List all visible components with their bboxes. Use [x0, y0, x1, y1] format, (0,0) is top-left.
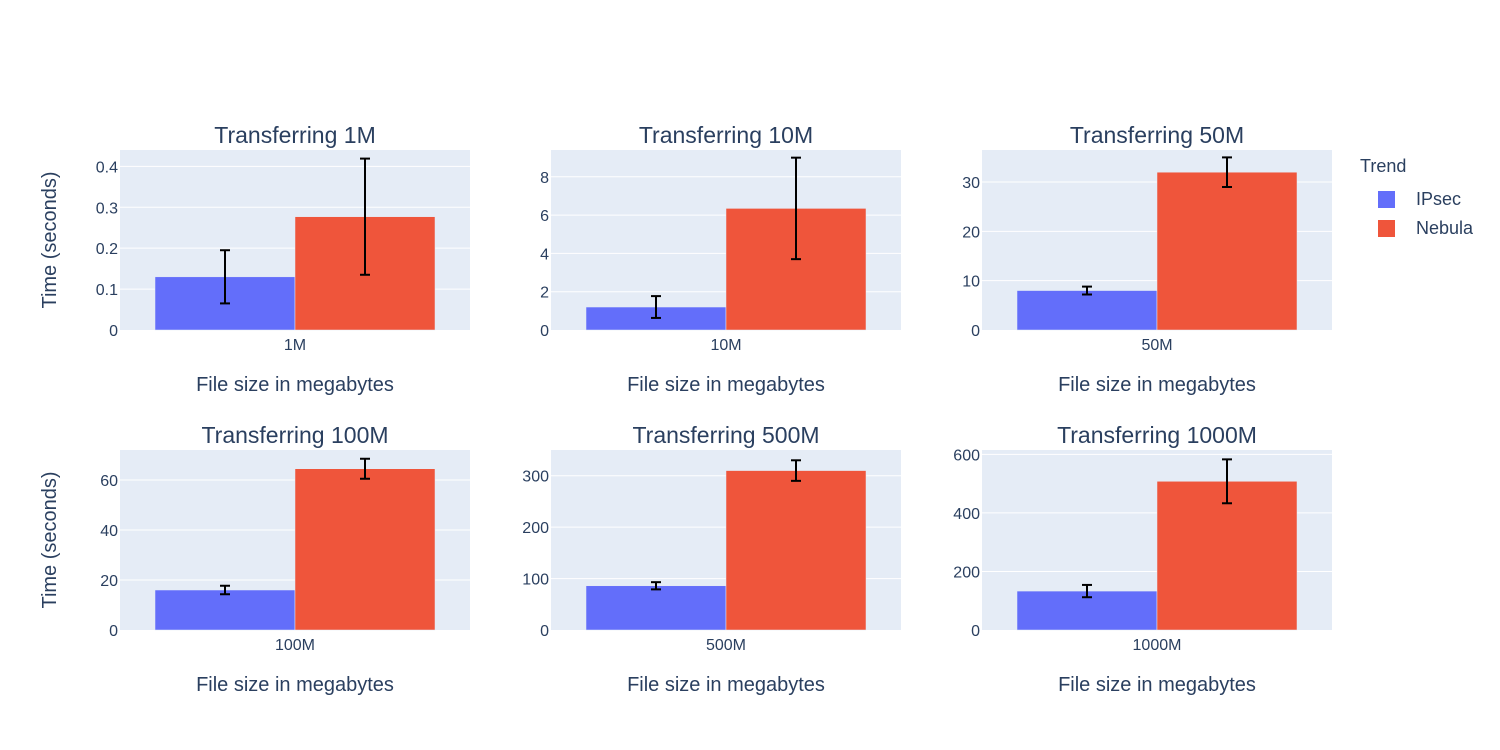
- y-tick-label: 30: [962, 175, 980, 192]
- subplot-title: Transferring 50M: [1070, 122, 1244, 148]
- subplot-1: 0 0.1 0.2 0.3 0.4 1M Transferring 1M File size …: [39, 122, 470, 396]
- y-tick-label: 100: [522, 572, 549, 589]
- y-tick-label: 600: [953, 447, 980, 464]
- x-tick-label: 100M: [275, 637, 315, 654]
- y-tick-label: 2: [540, 285, 549, 302]
- x-axis-label: File size in megabytes: [627, 374, 825, 396]
- subplot-4: 0 20 40 60 100M Transferring 100M File size in…: [39, 422, 470, 696]
- x-tick-label: 500M: [706, 637, 746, 654]
- y-tick-label: 60: [100, 473, 118, 490]
- y-tick-label: 0: [971, 623, 980, 640]
- legend-item-nebula[interactable]: Nebula: [1360, 214, 1473, 243]
- subplot-title: Transferring 10M: [639, 122, 813, 148]
- x-tick-label: 50M: [1141, 337, 1172, 354]
- y-tick-label: 0: [540, 623, 549, 640]
- y-tick-label: 400: [953, 506, 980, 523]
- subplot-2: 0 2 4 6 8 10M Transferring 10M File size in meg…: [540, 122, 901, 396]
- y-tick-label: 200: [522, 520, 549, 537]
- bar-nebula: [725, 208, 867, 331]
- y-axis-label: Time (seconds): [39, 471, 61, 608]
- x-tick-label: 1000M: [1133, 637, 1182, 654]
- y-tick-label: 0: [109, 323, 118, 340]
- y-tick-label: 10: [962, 274, 980, 291]
- x-axis-label: File size in megabytes: [627, 674, 825, 696]
- y-tick-label: 20: [962, 224, 980, 241]
- y-axis-label: Time (seconds): [39, 171, 61, 308]
- bar-ipsec: [585, 585, 727, 631]
- y-tick-label: 0.1: [96, 282, 118, 299]
- legend: Trend IPsec Nebula: [1360, 156, 1473, 243]
- legend-item-ipsec[interactable]: IPsec: [1360, 185, 1473, 214]
- legend-title: Trend: [1360, 156, 1407, 176]
- subplot-title: Transferring 1000M: [1057, 422, 1257, 448]
- legend-swatch-ipsec: [1378, 191, 1395, 208]
- subplot-title: Transferring 100M: [201, 422, 388, 448]
- legend-swatch-nebula: [1378, 220, 1395, 237]
- y-tick-label: 0: [971, 323, 980, 340]
- y-tick-label: 6: [540, 208, 549, 225]
- bar-nebula: [725, 470, 867, 631]
- subplot-3: 0 10 20 30 50M Transferring 50M File size in m…: [962, 122, 1332, 396]
- subplot-title: Transferring 500M: [632, 422, 819, 448]
- x-tick-label: 1M: [284, 337, 306, 354]
- legend-label-ipsec: IPsec: [1416, 189, 1462, 209]
- y-tick-label: 300: [522, 469, 549, 486]
- legend-label-nebula: Nebula: [1416, 218, 1474, 238]
- y-tick-label: 0: [109, 623, 118, 640]
- x-axis-label: File size in megabytes: [1058, 674, 1256, 696]
- y-tick-label: 0.2: [96, 241, 118, 258]
- y-tick-label: 4: [540, 246, 549, 263]
- x-axis-label: File size in megabytes: [196, 674, 394, 696]
- bar-nebula: [1156, 171, 1298, 331]
- bar-nebula: [294, 468, 436, 631]
- y-tick-label: 0: [540, 323, 549, 340]
- subplot-5: 0 100 200 300 500M Transferring 500M File size…: [522, 422, 901, 696]
- subplot-title: Transferring 1M: [214, 122, 375, 148]
- y-tick-label: 200: [953, 564, 980, 581]
- x-axis-label: File size in megabytes: [1058, 374, 1256, 396]
- y-tick-label: 40: [100, 523, 118, 540]
- x-tick-label: 10M: [710, 337, 741, 354]
- y-tick-label: 0.4: [96, 159, 118, 176]
- bar-ipsec: [154, 589, 296, 631]
- y-tick-label: 20: [100, 573, 118, 590]
- y-tick-label: 8: [540, 170, 549, 187]
- bar-ipsec: [1016, 290, 1158, 331]
- y-tick-label: 0.3: [96, 200, 118, 217]
- x-axis-label: File size in megabytes: [196, 374, 394, 396]
- bar-nebula: [1156, 481, 1298, 631]
- subplot-6: 0 200 400 600 1000M Transferring 1000M File si…: [953, 422, 1332, 696]
